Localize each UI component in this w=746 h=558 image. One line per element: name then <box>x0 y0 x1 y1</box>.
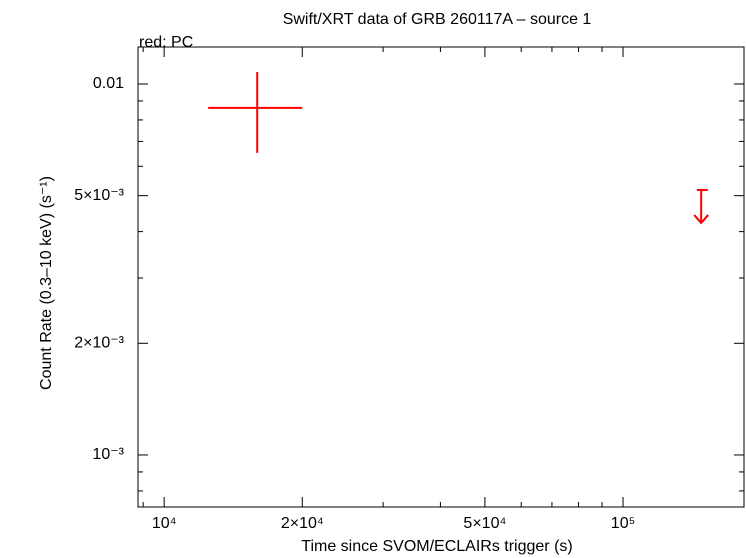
y-axis-label: Count Rate (0.3–10 keV) (s⁻¹) <box>38 176 55 390</box>
y-tick-label: 5×10⁻³ <box>74 187 124 204</box>
y-tick-label: 0.01 <box>93 75 124 92</box>
x-tick-label: 2×10⁴ <box>281 515 324 532</box>
x-tick-label: 5×10⁴ <box>463 515 506 532</box>
x-tick-label: 10⁵ <box>611 515 635 532</box>
upper-limit-arrow <box>693 189 709 225</box>
x-tick-label: 10⁴ <box>152 515 177 532</box>
plot-frame <box>137 46 745 508</box>
chart-subtitle: red: PC <box>139 34 193 51</box>
chart-title: Swift/XRT data of GRB 260117A – source 1 <box>283 11 592 28</box>
y-tick-label: 10⁻³ <box>92 446 124 463</box>
y-tick-label: 2×10⁻³ <box>74 335 124 352</box>
x-axis-label: Time since SVOM/ECLAIRs trigger (s) <box>301 538 572 555</box>
